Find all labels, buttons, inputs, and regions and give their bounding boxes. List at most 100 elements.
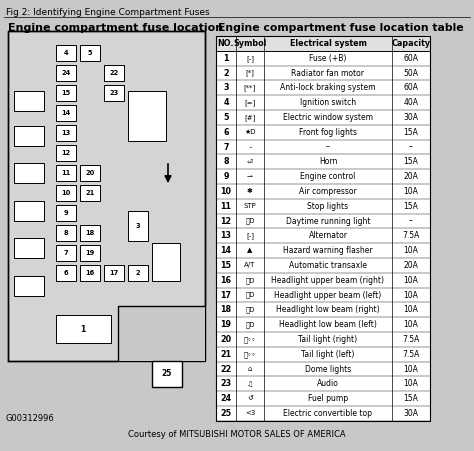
Text: Electric window system: Electric window system bbox=[283, 113, 373, 122]
Text: 10A: 10A bbox=[403, 246, 419, 255]
Text: Headlight low beam (left): Headlight low beam (left) bbox=[279, 320, 377, 329]
Text: ↺: ↺ bbox=[247, 396, 253, 401]
Bar bbox=[216, 303, 430, 317]
Text: ⇀: ⇀ bbox=[247, 174, 253, 179]
Bar bbox=[56, 65, 76, 81]
Text: Engine compartment fuse location table: Engine compartment fuse location table bbox=[218, 23, 464, 33]
Text: ⒷD: ⒷD bbox=[245, 321, 255, 328]
Text: 20A: 20A bbox=[403, 172, 419, 181]
Text: 30A: 30A bbox=[403, 409, 419, 418]
Text: 1: 1 bbox=[81, 325, 86, 333]
Bar bbox=[216, 169, 430, 184]
Bar bbox=[104, 265, 124, 281]
Text: 14: 14 bbox=[61, 110, 71, 116]
Text: 14: 14 bbox=[220, 246, 231, 255]
Bar bbox=[152, 361, 182, 387]
Bar bbox=[152, 243, 180, 281]
Bar bbox=[216, 391, 430, 406]
Text: 16: 16 bbox=[85, 270, 95, 276]
Text: STP: STP bbox=[244, 203, 256, 209]
Bar bbox=[128, 211, 148, 241]
Text: 22: 22 bbox=[220, 364, 232, 373]
Bar bbox=[14, 91, 44, 111]
Text: 10A: 10A bbox=[403, 379, 419, 388]
Text: 1: 1 bbox=[223, 54, 229, 63]
Text: ⌂: ⌂ bbox=[248, 366, 252, 372]
Text: Dome lights: Dome lights bbox=[305, 364, 351, 373]
Text: 11: 11 bbox=[61, 170, 71, 176]
Bar bbox=[80, 265, 100, 281]
Bar bbox=[14, 163, 44, 183]
Text: 17: 17 bbox=[109, 270, 118, 276]
Text: Radiator fan motor: Radiator fan motor bbox=[292, 69, 365, 78]
Text: 15A: 15A bbox=[403, 128, 419, 137]
Text: 15: 15 bbox=[220, 261, 231, 270]
Text: 11: 11 bbox=[220, 202, 231, 211]
Text: ⒷD: ⒷD bbox=[245, 292, 255, 298]
Text: Air compressor: Air compressor bbox=[299, 187, 357, 196]
Text: 15A: 15A bbox=[403, 202, 419, 211]
Bar bbox=[216, 258, 430, 273]
Text: –: – bbox=[326, 143, 330, 152]
Bar bbox=[56, 85, 76, 101]
Text: ⒷD: ⒷD bbox=[245, 218, 255, 224]
Text: 19: 19 bbox=[220, 320, 231, 329]
Bar bbox=[216, 95, 430, 110]
Text: Capacity: Capacity bbox=[392, 39, 430, 48]
Text: 22: 22 bbox=[109, 70, 118, 76]
Bar bbox=[216, 243, 430, 258]
Text: 6: 6 bbox=[223, 128, 229, 137]
Bar bbox=[216, 199, 430, 214]
Text: Electrical system: Electrical system bbox=[290, 39, 366, 48]
Text: 13: 13 bbox=[220, 231, 231, 240]
Bar bbox=[216, 228, 430, 243]
Text: [=]: [=] bbox=[244, 99, 255, 106]
Text: 10A: 10A bbox=[403, 187, 419, 196]
Text: Fig 2: Identifying Engine Compartment Fuses: Fig 2: Identifying Engine Compartment Fu… bbox=[6, 8, 210, 17]
Text: 24: 24 bbox=[61, 70, 71, 76]
Text: 5: 5 bbox=[223, 113, 229, 122]
Bar bbox=[56, 165, 76, 181]
Text: 15: 15 bbox=[62, 90, 71, 96]
Bar bbox=[8, 31, 205, 361]
Bar bbox=[14, 201, 44, 221]
Bar bbox=[216, 184, 430, 199]
Text: 60A: 60A bbox=[403, 54, 419, 63]
Text: 25: 25 bbox=[162, 369, 172, 378]
Text: ★D: ★D bbox=[244, 129, 256, 135]
Bar bbox=[216, 154, 430, 169]
Text: Alternator: Alternator bbox=[309, 231, 347, 240]
Text: 18: 18 bbox=[85, 230, 95, 236]
Bar bbox=[56, 265, 76, 281]
Text: 15A: 15A bbox=[403, 157, 419, 166]
Text: Hazard warning flasher: Hazard warning flasher bbox=[283, 246, 373, 255]
Bar bbox=[56, 105, 76, 121]
Text: 3: 3 bbox=[136, 223, 140, 229]
Text: 16: 16 bbox=[220, 276, 231, 285]
Bar bbox=[216, 125, 430, 140]
Text: 10: 10 bbox=[220, 187, 231, 196]
Text: Front fog lights: Front fog lights bbox=[299, 128, 357, 137]
Text: 15A: 15A bbox=[403, 394, 419, 403]
Text: 10A: 10A bbox=[403, 364, 419, 373]
Text: 20: 20 bbox=[85, 170, 95, 176]
Bar bbox=[216, 36, 430, 51]
Text: [-]: [-] bbox=[246, 232, 254, 239]
Text: 7.5A: 7.5A bbox=[402, 350, 419, 359]
Text: <3: <3 bbox=[245, 410, 255, 416]
Text: Fuse (+B): Fuse (+B) bbox=[310, 54, 346, 63]
Bar bbox=[216, 65, 430, 80]
Text: 7: 7 bbox=[223, 143, 229, 152]
Text: 18: 18 bbox=[220, 305, 232, 314]
Bar bbox=[56, 125, 76, 141]
Text: Tail light (right): Tail light (right) bbox=[299, 335, 357, 344]
Bar bbox=[216, 51, 430, 65]
Text: 30A: 30A bbox=[403, 113, 419, 122]
Text: 40A: 40A bbox=[403, 98, 419, 107]
Text: 20A: 20A bbox=[403, 261, 419, 270]
Bar bbox=[14, 238, 44, 258]
Bar bbox=[56, 315, 111, 343]
Text: 7.5A: 7.5A bbox=[402, 231, 419, 240]
Text: 17: 17 bbox=[220, 290, 231, 299]
Text: Courtesy of MITSUBISHI MOTOR SALES OF AMERICA: Courtesy of MITSUBISHI MOTOR SALES OF AM… bbox=[128, 430, 346, 439]
